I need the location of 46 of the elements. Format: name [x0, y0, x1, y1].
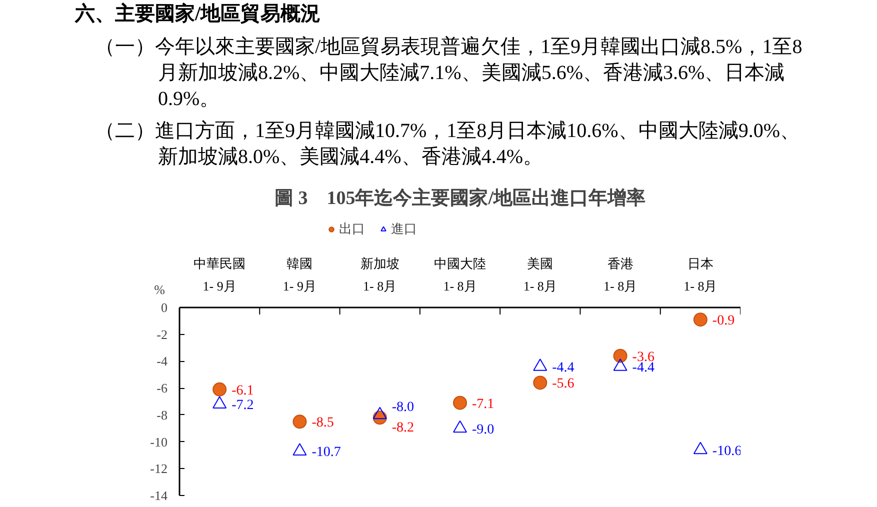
chart-title: 圖 3 105年迄今主要國家/地區出進口年增率: [274, 187, 646, 209]
text: 六、主要國家/地區貿易概況: [74, 2, 322, 27]
x-tick-label: 美國 1- 8月: [523, 256, 557, 294]
data-label: -6.1: [232, 383, 254, 398]
point: [292, 443, 307, 456]
point: [613, 348, 628, 363]
legend-label: 進口: [391, 220, 417, 238]
y-tick-label: 0: [161, 300, 168, 315]
data-label: -8.5: [312, 416, 334, 431]
point: [453, 420, 467, 433]
data-label: -5.6: [552, 376, 574, 392]
y-tick-label: -6: [156, 380, 168, 396]
point: [693, 312, 708, 327]
x-tick-label: 韓國 1- 9月: [282, 256, 317, 294]
y-tick-label: -4: [156, 354, 168, 369]
x-tick-label: 日本 1- 8月: [684, 256, 718, 294]
y-tick-label: -10: [150, 434, 168, 450]
data-label: -7.2: [232, 398, 254, 414]
data-label: -7.1: [472, 396, 494, 412]
y-tick-label: -14: [150, 488, 168, 503]
x-tick-label: 中華民國 1- 9月: [194, 256, 246, 294]
x-tick-label: 中國大陸 1- 8月: [434, 256, 486, 294]
point: [372, 406, 387, 420]
point: [292, 414, 307, 429]
point: [693, 442, 708, 454]
data-label: -10.7: [312, 445, 341, 460]
text: （一）今年以來主要國家/地區貿易表現普遍欠佳，1至9月韓國出口減8.5%，1至8月新加坡減8.2%、中國大陸減7.1%、美國減5.6%、香港減3.6%、日本減0.9%。: [95, 35, 803, 112]
point: [212, 382, 227, 396]
data-label: -4.4: [552, 360, 574, 376]
point: [613, 358, 628, 371]
point: [533, 358, 548, 371]
data-label: -8.0: [392, 400, 414, 415]
y-axis-title: %: [154, 282, 166, 297]
point: [453, 396, 467, 410]
y-tick-label: -12: [150, 461, 168, 476]
data-label: -9.0: [472, 422, 494, 438]
text: （二）進口方面，1至9月韓國減10.7%，1至8月日本減10.6%、中國大陸減9.0%、新加坡減8.0%、美國減4.4%、香港減4.4%。: [95, 119, 801, 170]
x-tick-label: 香港 1- 8月: [603, 256, 638, 294]
y-tick-label: -2: [156, 326, 168, 342]
point: [212, 396, 227, 408]
data-label: -8.2: [392, 420, 414, 436]
point: [533, 376, 548, 390]
y-tick-label: -8: [156, 407, 168, 422]
legend-label: 出口: [339, 220, 365, 238]
data-label: -0.9: [712, 314, 735, 329]
x-tick-label: 新加坡 1- 8月: [360, 256, 400, 294]
